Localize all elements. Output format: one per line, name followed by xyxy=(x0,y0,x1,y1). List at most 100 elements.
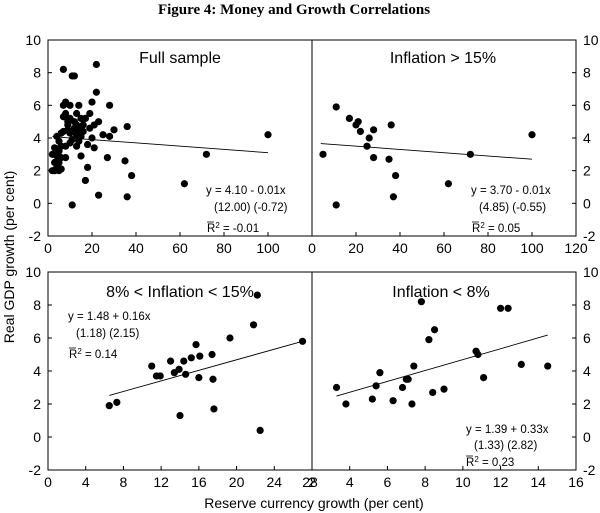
x-tick-label: 12 xyxy=(153,474,169,490)
y-tick-label: 8 xyxy=(583,297,591,313)
panel-4: -2 0 2 4 6 8 10 2 4 6 8 10 12 14 16 Inflation < 8% y = 1… xyxy=(308,264,599,490)
data-point xyxy=(430,326,439,334)
data-point xyxy=(256,426,264,434)
data-point xyxy=(544,362,552,370)
data-point xyxy=(365,134,373,142)
data-point xyxy=(192,341,200,349)
data-point xyxy=(62,154,70,162)
x-tick-label: 60 xyxy=(172,240,188,256)
data-point xyxy=(404,375,412,383)
y-tick-label: 4 xyxy=(33,130,41,146)
data-point xyxy=(389,193,397,201)
data-point xyxy=(81,176,89,185)
data-point xyxy=(180,357,188,365)
data-point xyxy=(166,357,175,365)
data-point xyxy=(196,352,204,360)
panel-title: Inflation > 15% xyxy=(390,50,496,67)
data-point xyxy=(86,109,94,118)
x-tick-label: 14 xyxy=(530,474,546,490)
y-tick-label: 6 xyxy=(33,97,41,113)
y-tick-label: 4 xyxy=(583,363,591,379)
data-point xyxy=(226,334,234,342)
y-tick-label: 2 xyxy=(583,163,591,179)
x-tick-label: 8 xyxy=(120,474,128,490)
data-point xyxy=(249,321,258,329)
data-point xyxy=(372,382,380,390)
data-point xyxy=(528,131,536,139)
x-tick-label: 16 xyxy=(568,474,584,490)
data-point xyxy=(504,304,512,312)
data-point xyxy=(84,163,92,171)
data-point xyxy=(264,131,272,139)
data-point xyxy=(92,88,100,96)
data-point xyxy=(123,193,131,201)
data-point xyxy=(517,360,525,368)
r-squared: R2 = 0.05 xyxy=(472,221,520,235)
data-point xyxy=(319,150,327,158)
x-tick-label: 12 xyxy=(493,474,509,490)
data-point xyxy=(480,374,488,382)
x-tick-label: 20 xyxy=(348,240,364,256)
x-tick-label: 0 xyxy=(308,240,316,256)
panel-title: Inflation < 8% xyxy=(392,284,489,301)
data-point xyxy=(176,411,184,420)
data-point xyxy=(110,126,118,134)
data-point xyxy=(354,118,362,126)
y-axis-label: Real GDP growth (per cent) xyxy=(1,171,17,343)
x-tick-label: 4 xyxy=(82,474,90,490)
y-tick-label: 8 xyxy=(33,297,41,313)
x-tick-label: 40 xyxy=(128,240,144,256)
y-tick-label: -2 xyxy=(29,228,42,244)
data-point xyxy=(73,109,81,118)
y-tick-label: 6 xyxy=(583,330,591,346)
regression-line xyxy=(336,334,548,397)
data-point xyxy=(84,140,92,149)
x-tick-label: 28 xyxy=(302,474,318,490)
regression-equation: y = 4.10 - 0.01x xyxy=(206,185,286,197)
data-point xyxy=(187,354,195,362)
data-point xyxy=(182,370,190,378)
data-point xyxy=(389,397,397,405)
data-point xyxy=(113,398,121,406)
data-point xyxy=(180,180,188,188)
data-point xyxy=(106,132,114,140)
data-point xyxy=(342,400,350,408)
data-point xyxy=(92,60,100,69)
x-tick-label: 10 xyxy=(455,474,471,490)
data-point xyxy=(332,383,341,392)
y-tick-label: 0 xyxy=(583,195,591,211)
x-tick-label: 20 xyxy=(229,474,245,490)
data-point xyxy=(345,114,353,122)
y-tick-label: 10 xyxy=(583,264,599,280)
data-point xyxy=(209,375,217,383)
y-tick-label: 10 xyxy=(583,32,599,48)
x-tick-label: 2 xyxy=(308,474,316,490)
regression-line xyxy=(52,136,269,154)
regression-t-stats: (1.33) (2.82) xyxy=(474,440,537,452)
data-point xyxy=(106,101,114,109)
x-tick-label: 24 xyxy=(266,474,282,490)
data-point xyxy=(368,395,376,403)
data-point xyxy=(408,400,416,408)
data-point xyxy=(148,362,156,370)
data-point xyxy=(88,98,96,106)
x-tick-label: 80 xyxy=(480,240,496,256)
data-point xyxy=(370,126,378,134)
y-tick-label: 8 xyxy=(33,65,41,81)
data-point xyxy=(332,103,340,111)
data-point xyxy=(398,383,407,392)
x-tick-label: 6 xyxy=(384,474,392,490)
r-squared: R2 = -0.01 xyxy=(207,221,259,235)
regression-t-stats: (1.18) (2.15) xyxy=(76,328,139,340)
data-point xyxy=(81,114,89,122)
y-tick-label: 10 xyxy=(25,264,41,280)
data-point xyxy=(75,101,83,109)
x-tick-label: 16 xyxy=(191,474,207,490)
figure-title: Figure 4: Money and Growth Correlations xyxy=(158,2,430,18)
y-tick-label: 10 xyxy=(25,32,41,48)
data-point xyxy=(356,127,364,136)
data-point xyxy=(175,365,183,373)
